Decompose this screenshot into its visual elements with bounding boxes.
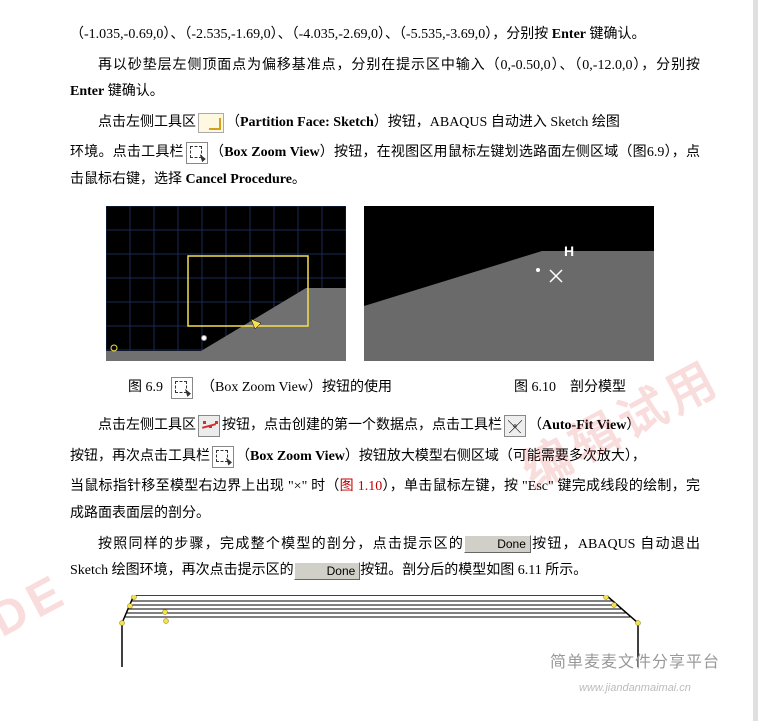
text: 环境。点击工具栏 bbox=[70, 145, 184, 160]
paragraph-esc: 当鼠标指针移至模型右边界上出现 "×" 时（图 1.10），单击鼠标左键，按 "… bbox=[70, 474, 700, 527]
text: 按钮，再次点击工具栏 bbox=[70, 449, 210, 464]
figure-row: H bbox=[106, 206, 700, 361]
figure-captions: 图 6.9 （Box Zoom View）按钮的使用 图 6.10 剖分模型 bbox=[70, 375, 700, 402]
caption-num: 图 6.9 bbox=[128, 375, 163, 402]
partition-face-sketch-icon bbox=[198, 113, 224, 133]
label: Box Zoom View bbox=[224, 145, 319, 160]
text: 再以砂垫层左侧顶面点为偏移基准点，分别在提示区中输入（0,-0.50,0）、（0… bbox=[98, 58, 700, 73]
text: ）按钮，ABAQUS 自动进入 Sketch 绘图 bbox=[374, 115, 620, 130]
page-scrollbar-edge bbox=[753, 0, 758, 721]
text: 按照同样的步骤，完成整个模型的剖分，点击提示区的 bbox=[98, 537, 464, 552]
text: （ bbox=[528, 418, 542, 433]
done-button: Done bbox=[464, 535, 531, 553]
text: ） bbox=[626, 418, 640, 433]
text: 。 bbox=[292, 172, 306, 187]
figure-6-11-svg bbox=[98, 595, 668, 667]
paragraph-done: 按照同样的步骤，完成整个模型的剖分，点击提示区的Done按钮，ABAQUS 自动… bbox=[70, 532, 700, 585]
caption-text: （Box Zoom View）按钮的使用 bbox=[201, 375, 392, 402]
label: Partition Face: Sketch bbox=[240, 115, 374, 130]
paragraph-offset: 再以砂垫层左侧顶面点为偏移基准点，分别在提示区中输入（0,-0.50,0）、（0… bbox=[70, 53, 700, 106]
label: Auto-Fit View bbox=[542, 418, 626, 433]
caption-6-10: 图 6.10 剖分模型 bbox=[450, 375, 690, 402]
text: 按钮，点击创建的第一个数据点，点击工具栏 bbox=[222, 418, 502, 433]
paragraph-zoom2: 按钮，再次点击工具栏 （Box Zoom View）按钮放大模型右侧区域（可能需要… bbox=[70, 444, 700, 471]
figure-6-9 bbox=[106, 206, 346, 361]
box-zoom-view-icon bbox=[212, 446, 234, 468]
text: 键确认。 bbox=[586, 27, 646, 42]
figure-6-11 bbox=[98, 595, 668, 667]
done-button: Done bbox=[294, 562, 361, 580]
text: （-1.035,-0.69,0）、（-2.535,-1.69,0）、（-4.03… bbox=[70, 27, 552, 42]
text: 点击左侧工具区 bbox=[98, 418, 196, 433]
text: 当鼠标指针移至模型右边界上出现 "×" 时（ bbox=[70, 479, 340, 494]
figure-ref: 图 1.10 bbox=[340, 479, 383, 494]
auto-fit-view-icon bbox=[504, 415, 526, 437]
paragraph-autofit: 点击左侧工具区 按钮，点击创建的第一个数据点，点击工具栏 （Auto-Fit Vie… bbox=[70, 413, 700, 440]
text: 点击左侧工具区 bbox=[98, 115, 196, 130]
text: 键确认。 bbox=[104, 84, 164, 99]
svg-text:H: H bbox=[564, 243, 574, 259]
paragraph-partition: 点击左侧工具区 （Partition Face: Sketch）按钮，ABAQUS… bbox=[70, 110, 700, 137]
caption-6-9: 图 6.9 （Box Zoom View）按钮的使用 bbox=[70, 375, 450, 402]
label: Cancel Procedure bbox=[186, 172, 292, 187]
text: 按钮。剖分后的模型如图 6.11 所示。 bbox=[360, 563, 587, 578]
enter-key: Enter bbox=[70, 84, 104, 99]
figure-6-10-svg: H bbox=[364, 206, 654, 361]
enter-key: Enter bbox=[552, 27, 586, 42]
text: （ bbox=[226, 115, 240, 130]
label: Box Zoom View bbox=[250, 449, 345, 464]
paragraph-zoom: 环境。点击工具栏（Box Zoom View）按钮，在视图区用鼠标左键划选路面左… bbox=[70, 140, 700, 193]
box-zoom-view-icon bbox=[186, 142, 208, 164]
polyline-icon bbox=[198, 415, 220, 437]
figure-6-10: H bbox=[364, 206, 654, 361]
box-zoom-view-icon bbox=[171, 377, 193, 399]
watermark-en: www.jiandanmaimai.cn bbox=[550, 678, 720, 699]
text: ）按钮放大模型右侧区域（可能需要多次放大）， bbox=[345, 449, 646, 464]
text: （ bbox=[210, 145, 224, 160]
figure-6-9-svg bbox=[106, 206, 346, 361]
text: （ bbox=[236, 449, 250, 464]
paragraph-coords: （-1.035,-0.69,0）、（-2.535,-1.69,0）、（-4.03… bbox=[70, 22, 700, 49]
